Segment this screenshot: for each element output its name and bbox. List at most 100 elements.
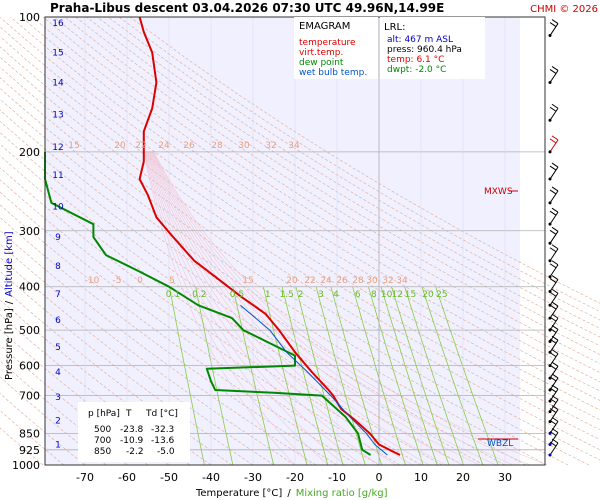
- wind-barb-flag: [549, 408, 557, 414]
- mixing-ratio-label: 15: [405, 290, 416, 300]
- wind-barb-staff: [549, 139, 559, 153]
- wind-barb-staff: [549, 409, 559, 422]
- wind-barb: [548, 19, 559, 38]
- mixing-ratio-label: 4: [333, 290, 339, 300]
- table-header-p: p [hPa]: [88, 409, 120, 419]
- wind-barb-flag: [549, 316, 557, 322]
- altitude-tick-label: 16: [52, 19, 64, 29]
- wind-barb-flag: [551, 207, 559, 213]
- wind-barb-flag: [551, 349, 559, 355]
- y-tick-label: 600: [19, 360, 40, 373]
- wind-barb-staff: [549, 264, 559, 278]
- wind-barb-flag: [551, 103, 559, 109]
- dry-adiabat: [0, 56, 600, 451]
- wind-barb-flag: [549, 138, 557, 144]
- summary-table: p [hPa] T Td [°C] 500 -23.8 -32.3 700 -1…: [78, 402, 190, 462]
- wind-panel: [520, 17, 600, 465]
- wind-barb-flag: [549, 352, 557, 358]
- mixing-ratio-label: 2: [298, 290, 304, 300]
- dry-adiabat: [0, 66, 600, 461]
- wind-barb: [548, 373, 559, 392]
- wind-barb-staff: [549, 166, 559, 180]
- lrl-title: LRL:: [384, 22, 405, 33]
- wind-barb-flag: [549, 278, 557, 283]
- altitude-tick-label: 1: [55, 441, 61, 451]
- isotherm-label: 24: [320, 276, 332, 286]
- wind-barb: [548, 186, 559, 205]
- lrl-temp: temp: 6.1 °C: [387, 55, 444, 65]
- wind-barb-dot: [548, 339, 552, 343]
- wind-barb-flag: [549, 22, 557, 27]
- wind-barb-flag: [551, 301, 559, 307]
- x-tick-label: 20: [456, 471, 470, 484]
- legend-box: [294, 17, 378, 79]
- wind-barb-flag: [549, 328, 557, 333]
- altitude-tick-label: 7: [55, 290, 61, 300]
- wind-barb-flag: [549, 441, 557, 447]
- dry-adiabat: [0, 87, 569, 466]
- wind-barb-flag: [549, 398, 557, 404]
- wind-barb-dot: [548, 241, 552, 245]
- y-tick-label: 200: [19, 146, 40, 159]
- lrl-dwpt: dwpt: -2.0 °C: [387, 65, 446, 75]
- wind-barb-flag: [551, 438, 559, 444]
- wind-barb-flag: [549, 106, 557, 112]
- mixing-ratio-label: 10: [381, 290, 393, 300]
- isotherm-label: 34: [288, 141, 300, 151]
- wind-barb-staff: [549, 211, 559, 225]
- y-axis-pressure: Pressure [hPa]: [4, 308, 15, 380]
- x-axis-mixing: Mixing ratio [g/kg]: [296, 488, 388, 499]
- wind-barb-dot: [548, 150, 552, 154]
- wind-barb-flag: [551, 186, 559, 192]
- mixing-ratio-label: 8: [371, 290, 377, 300]
- wind-barb: [548, 244, 559, 263]
- altitude-tick-label: 11: [52, 171, 63, 181]
- altitude-tick-label: 9: [55, 233, 61, 243]
- isotherm-label: 28: [211, 141, 223, 151]
- mixing-ratio-label: 20: [422, 290, 434, 300]
- table-row-2-td: -5.0: [157, 447, 175, 457]
- wind-barb-flag: [551, 260, 559, 266]
- wind-barb-flag: [551, 384, 559, 390]
- isotherm-label: 30: [238, 141, 250, 151]
- wind-barb-flag: [549, 189, 557, 195]
- dry-adiabat: [0, 77, 590, 466]
- x-tick-label: -50: [160, 471, 178, 484]
- wind-barb-flag: [551, 416, 559, 422]
- x-axis-temp: Temperature [°C]: [195, 488, 282, 499]
- dry-adiabat: [10, 16, 600, 401]
- wind-barb-flag: [551, 335, 559, 341]
- lrl-box: LRL: alt: 467 m ASL press: 960.4 hPa tem…: [380, 17, 485, 79]
- wind-barb-flag: [551, 325, 559, 330]
- wind-barb: [548, 335, 559, 354]
- wind-barb-staff: [549, 421, 559, 434]
- x-tick-label: 0: [376, 471, 383, 484]
- wind-barb-staff: [549, 292, 559, 306]
- mixing-ratio-label: 6: [355, 290, 361, 300]
- dry-adiabat: [108, 16, 600, 321]
- dry-adiabat: [21, 16, 600, 392]
- wind-barb-dot: [548, 34, 552, 38]
- wind-barb: [548, 135, 559, 154]
- dry-adiabat: [0, 155, 443, 466]
- legend-dew-point: dew point: [299, 58, 344, 68]
- x-tick-label: -60: [118, 471, 136, 484]
- wind-barb: [548, 103, 559, 122]
- wind-barb: [548, 313, 559, 332]
- altitude-tick-label: 12: [52, 143, 63, 153]
- wind-barb-flag: [551, 405, 559, 411]
- isotherm-label: 20: [114, 141, 126, 151]
- dry-adiabat: [0, 17, 600, 411]
- wind-barb: [548, 349, 559, 368]
- wind-barb: [548, 275, 559, 294]
- isotherm-label: 32: [382, 276, 393, 286]
- x-tick-label: -40: [202, 471, 220, 484]
- wind-barb-staff: [549, 305, 559, 319]
- dry-adiabat: [64, 16, 600, 355]
- wind-barb-flag: [551, 226, 559, 232]
- wind-barb-staff: [549, 365, 559, 379]
- dry-adiabat: [0, 230, 317, 466]
- x-tick-label: -20: [286, 471, 304, 484]
